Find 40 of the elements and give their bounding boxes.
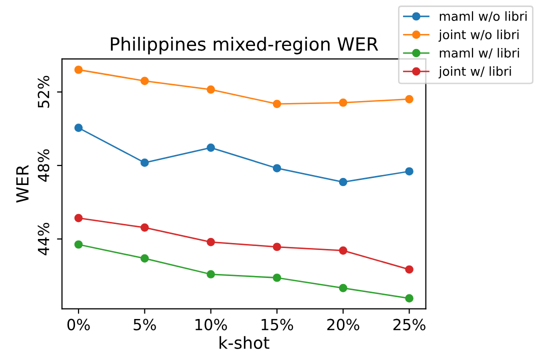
y-tick-label: 52% xyxy=(38,76,50,108)
legend-label: maml w/o libri xyxy=(440,11,527,22)
x-axis-title: k-shot xyxy=(220,336,270,349)
point xyxy=(206,238,215,246)
point xyxy=(338,284,348,292)
y-tick-label: 44% xyxy=(38,222,50,256)
x-tick-label: 10% xyxy=(196,318,227,330)
point xyxy=(272,164,282,172)
point xyxy=(74,214,83,222)
legend-label: joint w/o libri xyxy=(438,30,519,42)
x-tick-label: 15% xyxy=(262,318,294,330)
point xyxy=(140,158,149,167)
point xyxy=(272,274,282,282)
x-tick-label: 5% xyxy=(134,318,156,330)
point xyxy=(405,294,414,302)
point xyxy=(272,242,282,252)
legend-label: joint w/ libri xyxy=(438,66,511,78)
point xyxy=(74,66,83,74)
y-tick-label: 48% xyxy=(38,149,50,182)
x-tick-label: 0% xyxy=(67,318,90,330)
point xyxy=(206,85,215,94)
x-tick-label: 25% xyxy=(393,318,426,330)
point xyxy=(338,98,348,107)
y-axis-title: WER xyxy=(16,165,28,203)
point xyxy=(206,143,215,152)
point xyxy=(74,124,83,132)
point xyxy=(338,246,348,255)
point xyxy=(140,254,149,263)
point xyxy=(405,167,414,176)
x-tick-label: 20% xyxy=(327,318,360,330)
point xyxy=(74,240,83,249)
chart-title: Philippines mixed-region WER xyxy=(110,36,378,54)
point xyxy=(272,100,282,108)
point xyxy=(405,94,414,104)
point xyxy=(338,178,348,186)
point xyxy=(140,223,149,232)
point xyxy=(206,270,215,278)
legend-label: maml w/ libri xyxy=(440,48,519,59)
point xyxy=(140,76,149,86)
point xyxy=(405,265,414,274)
